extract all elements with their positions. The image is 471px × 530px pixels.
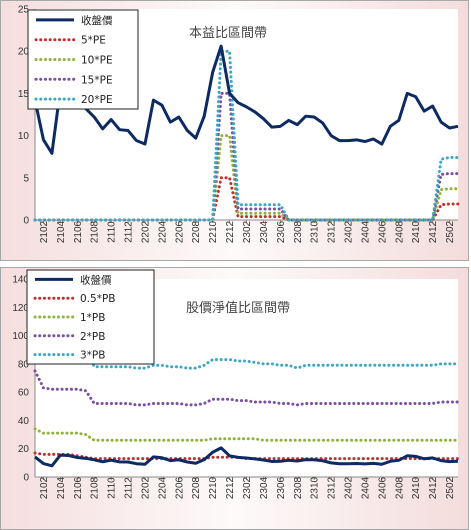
x-tick-label: 2204	[157, 476, 168, 499]
x-tick-label: 2208	[191, 476, 202, 499]
x-tick-label: 2206	[174, 220, 185, 243]
series-line	[33, 49, 460, 222]
x-tick-label: 2406	[377, 220, 388, 243]
y-tick-label: 20	[18, 444, 30, 455]
x-tick-label: 2408	[394, 220, 405, 243]
y-tick-label: 100	[12, 331, 29, 342]
x-tick-label: 2102	[39, 220, 50, 243]
x-tick-label: 2202	[140, 220, 151, 243]
y-tick-label: 120	[12, 303, 29, 314]
chart-1: 0 5 10 15 20 25 2102 2104 2106 2108 2110 2112 2202 22…	[18, 5, 460, 243]
x-tick-label: 2102	[39, 476, 50, 499]
legend: 收盤價 5*PE 10*PE 15*PE 20*PE	[27, 9, 139, 110]
y-tick-label: 20	[18, 47, 30, 58]
x-tick-label: 2402	[344, 220, 355, 243]
x-tick-label: 2104	[56, 220, 67, 243]
legend-label: 2*PB	[80, 331, 105, 343]
x-tick-label: 2302	[242, 220, 253, 243]
x-tick-label: 2310	[310, 220, 321, 243]
x-tick-label: 2210	[208, 476, 219, 499]
chart-2: 0 20 40 60 80 100 120 140 2102 2104 2106 2108 2110 21…	[12, 269, 460, 499]
y-tick-label: 140	[12, 275, 29, 286]
y-tick-label: 0	[23, 216, 29, 227]
x-tick-label: 2210	[208, 220, 219, 243]
legend-label: 0.5*PB	[80, 293, 115, 305]
legend-label: 3*PB	[80, 350, 105, 362]
legend-label: 收盤價	[80, 273, 112, 286]
x-tick-label: 2502	[445, 220, 456, 243]
x-tick-label: 2312	[327, 476, 338, 499]
x-tick-label: 2110	[107, 221, 118, 243]
y-tick-label: 25	[18, 5, 30, 16]
x-tick-label: 2306	[276, 476, 287, 499]
legend-label: 5*PE	[81, 35, 106, 47]
x-tick-label: 2106	[73, 476, 84, 499]
x-tick-label: 2202	[140, 476, 151, 499]
x-tick-label: 2206	[174, 476, 185, 499]
series-line	[33, 44, 459, 155]
legend-label: 15*PE	[81, 74, 113, 86]
x-tick-label: 2310	[310, 476, 321, 499]
y-tick-label: 0	[23, 473, 29, 484]
x-tick-label: 2204	[157, 220, 168, 243]
y-tick-label: 15	[18, 89, 30, 100]
x-tick-label: 2304	[259, 220, 270, 243]
x-tick-label: 2408	[394, 476, 405, 499]
x-tick-label: 2208	[191, 220, 202, 243]
legend-label: 20*PE	[81, 94, 113, 106]
x-tick-label: 2404	[360, 476, 371, 499]
x-tick-label: 2112	[124, 477, 135, 499]
x-tick-label: 2404	[360, 220, 371, 243]
x-tick-label: 2212	[225, 476, 236, 499]
y-tick-label: 40	[18, 416, 30, 427]
x-tick-label: 2112	[124, 221, 135, 243]
x-tick-label: 2108	[90, 220, 101, 243]
series-line	[34, 446, 459, 468]
chart-layer: 0 5 10 15 20 25 2102 2104 2106 2108 2110 2112 2202 22…	[12, 5, 460, 499]
x-tick-label: 2312	[327, 220, 338, 243]
x-tick-label: 2304	[259, 476, 270, 499]
y-tick-label: 5	[23, 173, 29, 184]
x-tick-label: 2410	[411, 220, 422, 243]
x-tick-label: 2106	[73, 220, 84, 243]
legend-label: 收盤價	[81, 14, 113, 27]
y-tick-label: 60	[18, 388, 30, 399]
chart-title: 股價淨值比區間帶	[186, 300, 290, 316]
x-tick-label: 2306	[276, 220, 287, 243]
x-tick-label: 2308	[293, 476, 304, 499]
x-tick-label: 2412	[428, 220, 439, 243]
legend: 收盤價 0.5*PB 1*PB 2*PB 3*PB	[26, 269, 155, 365]
legend-label: 10*PE	[81, 55, 113, 67]
x-tick-label: 2502	[445, 476, 456, 499]
x-tick-label: 2110	[107, 477, 118, 499]
x-tick-label: 2410	[411, 476, 422, 499]
y-tick-label: 80	[18, 359, 30, 370]
x-tick-label: 2402	[344, 476, 355, 499]
x-tick-label: 2108	[90, 476, 101, 499]
series-line	[33, 369, 460, 407]
chart-title: 本益比區間帶	[189, 26, 267, 41]
legend-label: 1*PB	[80, 312, 105, 324]
x-tick-label: 2406	[377, 476, 388, 499]
y-tick-label: 10	[18, 131, 30, 142]
x-tick-label: 2104	[56, 476, 67, 499]
series-line	[33, 315, 460, 370]
x-tick-label: 2212	[225, 220, 236, 243]
x-tick-label: 2412	[428, 476, 439, 499]
x-tick-label: 2308	[293, 220, 304, 243]
x-tick-label: 2302	[242, 476, 253, 499]
